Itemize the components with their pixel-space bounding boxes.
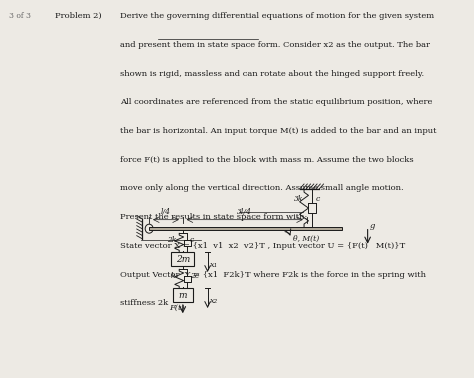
Text: k: k <box>170 272 175 280</box>
Text: c: c <box>316 195 320 203</box>
Text: θ, M(t): θ, M(t) <box>293 235 319 243</box>
Text: and present them in state space form. Consider x2 as the output. The bar: and present them in state space form. Co… <box>120 41 430 49</box>
Text: force F(t) is applied to the block with mass m. Assume the two blocks: force F(t) is applied to the block with … <box>120 156 413 164</box>
Text: m: m <box>179 291 187 300</box>
Text: Problem 2): Problem 2) <box>55 12 101 20</box>
Text: x₁: x₁ <box>210 261 219 269</box>
Text: 2c: 2c <box>190 272 199 280</box>
Text: Present the results in state space form with:: Present the results in state space form … <box>120 213 307 221</box>
Text: g: g <box>369 222 375 230</box>
Bar <box>149 227 342 230</box>
Text: F(t): F(t) <box>170 304 185 312</box>
Text: Derive the governing differential equations of motion for the given system: Derive the governing differential equati… <box>120 12 434 20</box>
Text: shown is rigid, massless and can rotate about the hinged support freely.: shown is rigid, massless and can rotate … <box>120 70 424 77</box>
Text: 2m: 2m <box>176 255 190 264</box>
Text: c: c <box>190 236 194 244</box>
Text: 3l/4: 3l/4 <box>237 208 252 216</box>
Text: All coordinates are referenced from the static equilibrium position, where: All coordinates are referenced from the … <box>120 98 432 106</box>
Text: 3 of 3: 3 of 3 <box>9 12 31 20</box>
Text: move only along the vertical direction. Assume small angle motion.: move only along the vertical direction. … <box>120 184 403 192</box>
Text: 2k: 2k <box>167 236 176 244</box>
Text: State vector X = {x1  v1  x2  v2}T , Input vector U = {F(t)   M(t)}T: State vector X = {x1 v1 x2 v2}T , Input … <box>120 242 405 250</box>
Circle shape <box>145 224 153 233</box>
Bar <box>171 252 194 266</box>
Text: Output Vector  Y = {x1  F2k}T where F2k is the force in the spring with: Output Vector Y = {x1 F2k}T where F2k is… <box>120 271 426 279</box>
Text: l/4: l/4 <box>161 208 171 216</box>
Text: the bar is horizontal. An input torque M(t) is added to the bar and an input: the bar is horizontal. An input torque M… <box>120 127 436 135</box>
Text: stiffness 2k: stiffness 2k <box>120 299 168 307</box>
Text: 3k: 3k <box>294 195 304 203</box>
Text: x₂: x₂ <box>210 297 219 305</box>
Bar <box>173 288 192 302</box>
